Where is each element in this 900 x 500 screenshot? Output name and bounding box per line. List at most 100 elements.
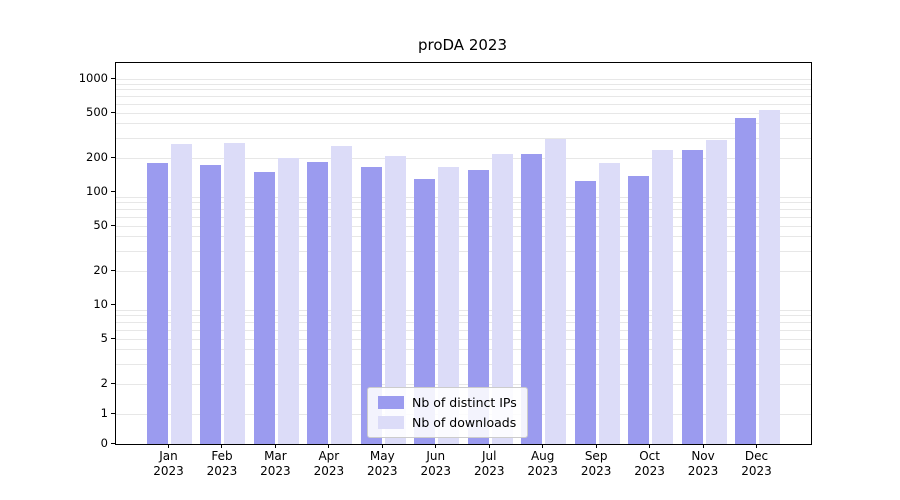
bar-downloads-jun [438,167,460,444]
gridline [116,363,811,365]
x-tick-label-oct: Oct 2023 [634,449,665,478]
legend-swatch-distinct-ips [378,396,404,409]
legend-label-downloads: Nb of downloads [412,415,517,430]
x-tick-label-jul: Jul 2023 [473,449,505,478]
y-tick-mark [111,412,115,414]
x-tick-mark [435,444,437,448]
bar-distinct-ips-apr [307,161,329,444]
y-tick-mark [111,111,115,113]
gridline [116,315,811,317]
y-tick-label: 200 [86,150,108,164]
y-tick-label: 0 [100,436,108,450]
x-tick-label-jan: Jan 2023 [153,449,184,478]
plot-area [115,62,812,445]
gridline [116,270,811,272]
bar-distinct-ips-aug [521,154,543,444]
bar-downloads-sep [598,163,620,444]
gridline [116,123,811,125]
gridline [116,202,811,204]
gridline [116,209,811,211]
y-tick-label: 10 [93,297,108,312]
x-tick-mark [274,444,276,448]
bar-distinct-ips-jul [467,169,489,444]
gridline [116,322,811,324]
x-tick-label-nov: Nov 2023 [687,449,719,478]
gridline [116,112,811,114]
y-tick-label: 100 [86,184,108,199]
y-tick-mark [111,190,115,192]
gridline [116,309,811,311]
bar-distinct-ips-oct [628,176,650,444]
gridline [116,225,811,227]
legend-swatch-downloads [378,416,404,429]
bar-distinct-ips-jun [414,179,436,444]
x-tick-label-dec: Dec 2023 [741,449,772,478]
gridline [116,89,811,91]
y-tick-label: 1 [100,406,108,420]
x-tick-mark [595,444,597,448]
y-tick-mark [111,156,115,158]
bar-distinct-ips-sep [574,181,596,444]
gridline [116,338,811,340]
bar-downloads-dec [759,110,780,444]
bar-distinct-ips-mar [253,172,275,444]
bar-downloads-may [384,155,406,444]
x-tick-label-may: May 2023 [367,449,398,478]
gridline [116,349,811,351]
x-tick-mark [702,444,704,448]
x-tick-mark [488,444,490,448]
gridline [116,196,811,198]
gridline [116,78,811,80]
bar-downloads-feb [224,143,246,444]
chart-title: proDA 2023 [417,36,508,54]
bar-distinct-ips-may [360,167,382,444]
bar-distinct-ips-nov [681,150,703,444]
legend: Nb of distinct IPs Nb of downloads [367,387,528,438]
x-tick-label-sep: Sep 2023 [580,449,612,478]
bar-distinct-ips-dec [735,118,756,444]
y-tick-mark [111,337,115,339]
x-tick-mark [168,444,169,448]
gridline [116,157,811,159]
x-tick-mark [756,444,757,448]
x-tick-mark [542,444,544,448]
legend-item-downloads: Nb of downloads [378,415,517,430]
bar-distinct-ips-jan [147,163,168,444]
gridline [116,83,811,85]
x-tick-mark [381,444,383,448]
y-tick-mark [111,442,115,444]
gridline [116,383,811,385]
x-tick-mark [221,444,223,448]
bar-downloads-jan [171,144,192,444]
bar-downloads-aug [545,138,567,444]
x-tick-mark [649,444,651,448]
y-tick-mark [111,382,115,384]
y-tick-mark [111,224,115,226]
y-tick-label: 5 [100,331,108,346]
y-tick-label: 1000 [78,71,108,86]
gridline [116,103,811,105]
bar-downloads-jul [491,154,513,444]
legend-label-distinct-ips: Nb of distinct IPs [412,395,517,410]
x-tick-label-jun: Jun 2023 [420,449,452,478]
gridline [116,250,811,252]
gridline [116,329,811,331]
x-tick-label-mar: Mar 2023 [260,449,291,478]
legend-item-distinct-ips: Nb of distinct IPs [378,395,517,410]
y-tick-mark [111,269,115,271]
bar-downloads-oct [652,150,674,444]
y-tick-mark [111,303,115,305]
x-tick-mark [328,444,330,448]
x-tick-label-apr: Apr 2023 [313,449,345,478]
gridline [116,216,811,218]
bar-downloads-nov [705,139,727,444]
gridline [116,137,811,139]
bar-downloads-mar [277,158,299,444]
y-tick-label: 20 [93,263,108,277]
bar-distinct-ips-feb [200,165,222,444]
y-tick-label: 50 [93,218,108,233]
x-tick-label-feb: Feb 2023 [206,449,238,478]
x-tick-label-aug: Aug 2023 [527,449,558,478]
bar-downloads-apr [331,145,353,444]
